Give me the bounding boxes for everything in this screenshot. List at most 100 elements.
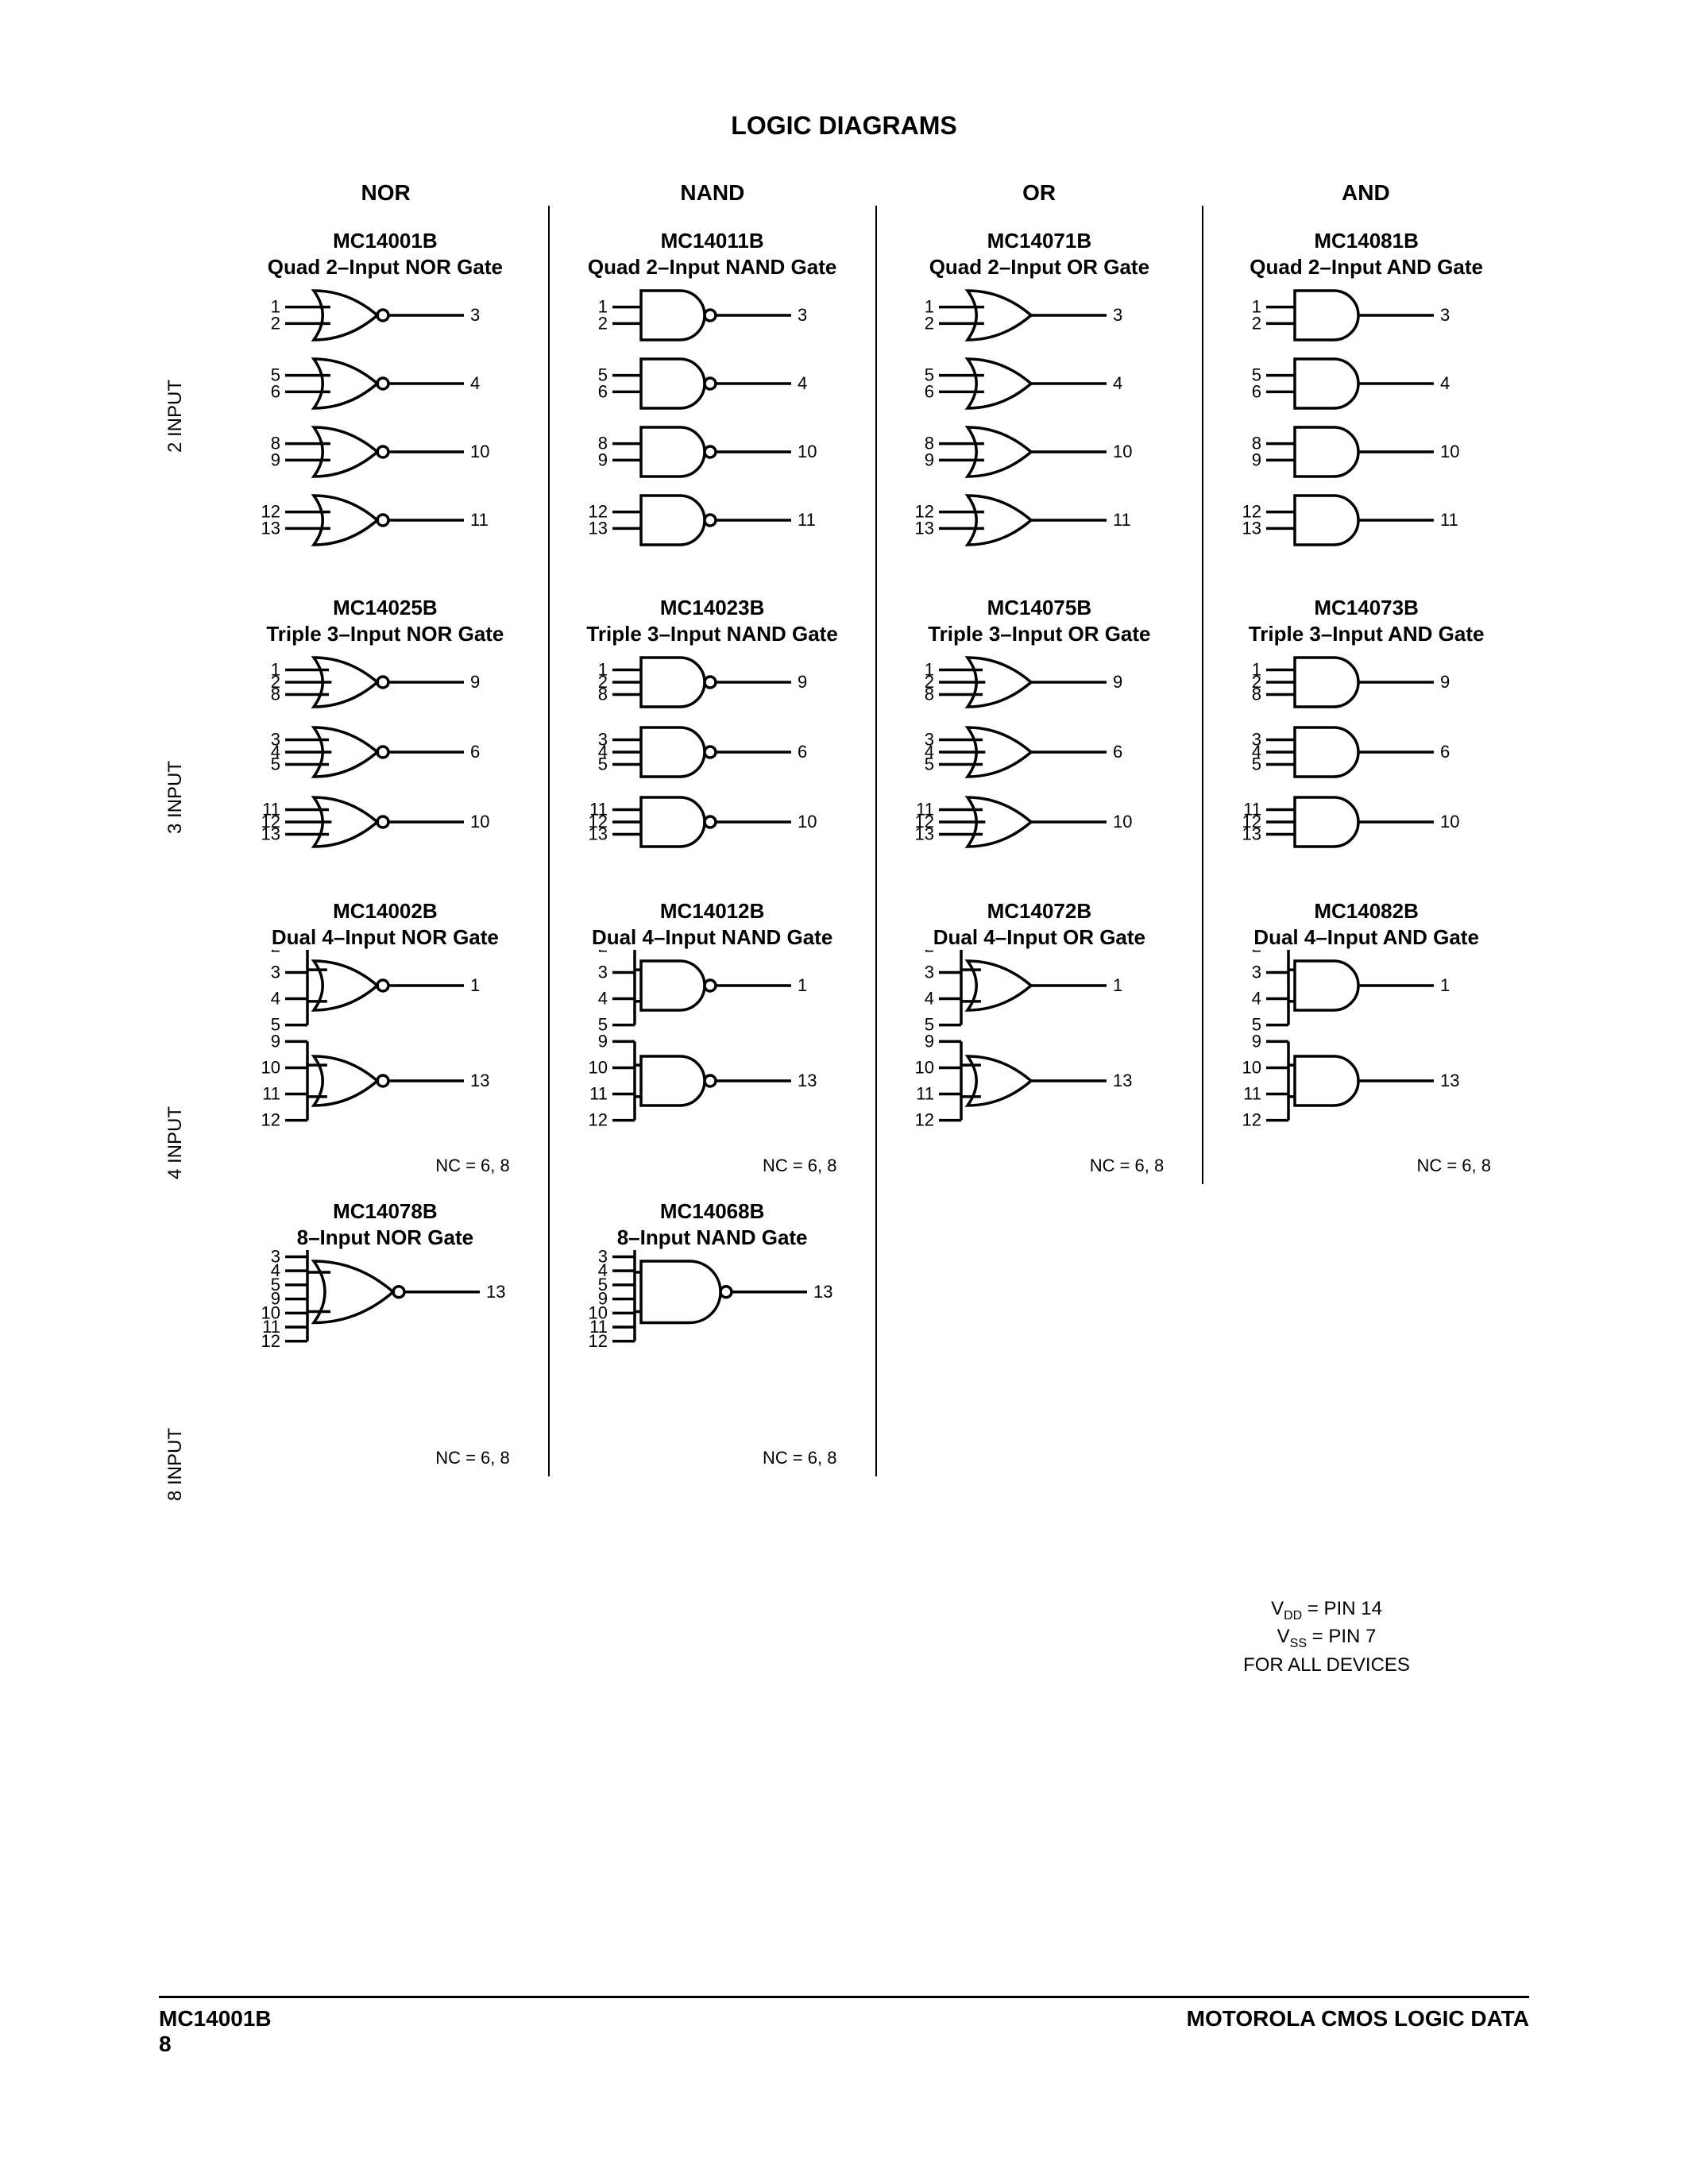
svg-text:6: 6 (1252, 381, 1261, 401)
gate-diagram: 23451910111213 (242, 950, 528, 1156)
gate-diagram: 23451910111213 (896, 950, 1182, 1156)
svg-text:4: 4 (271, 989, 280, 1009)
svg-text:6: 6 (597, 381, 607, 401)
svg-text:9: 9 (271, 1031, 280, 1051)
svg-text:4: 4 (925, 989, 934, 1009)
block-title: MC14073BTriple 3–Input AND Gate (1218, 595, 1515, 646)
svg-text:10: 10 (798, 812, 817, 832)
svg-text:10: 10 (915, 1057, 934, 1077)
logic-block: MC14081BQuad 2–Input AND Gate12356489101… (1218, 228, 1515, 573)
svg-text:11: 11 (1440, 510, 1458, 530)
svg-text:12: 12 (588, 1110, 607, 1130)
logic-block: MC14072BDual 4–Input OR Gate234519101112… (891, 898, 1188, 1176)
logic-block: MC14068B8–Input NAND Gate2345910111213NC… (564, 1198, 861, 1468)
gate-diagram: 1235648910121311 (242, 280, 528, 569)
svg-text:13: 13 (915, 518, 934, 538)
block-title: MC14082BDual 4–Input AND Gate (1218, 898, 1515, 950)
diagram-grid: MC14001BQuad 2–Input NOR Gate12356489101… (222, 206, 1529, 1476)
block-title: MC14072BDual 4–Input OR Gate (891, 898, 1188, 950)
svg-text:11: 11 (470, 510, 489, 530)
svg-text:13: 13 (588, 518, 607, 538)
svg-text:13: 13 (486, 1282, 505, 1302)
logic-block: MC14011BQuad 2–Input NAND Gate1235648910… (564, 228, 861, 573)
svg-text:10: 10 (470, 812, 489, 832)
footnote-vdd-sub: DD (1284, 1609, 1302, 1623)
svg-text:9: 9 (1252, 1031, 1261, 1051)
logic-block: MC14082BDual 4–Input AND Gate23451910111… (1218, 898, 1515, 1176)
svg-text:5: 5 (1252, 754, 1261, 774)
svg-text:13: 13 (470, 1071, 489, 1090)
svg-text:11: 11 (1113, 510, 1131, 530)
svg-text:2: 2 (271, 950, 280, 955)
svg-text:9: 9 (597, 450, 607, 469)
logic-block: MC14012BDual 4–Input NAND Gate2345191011… (564, 898, 861, 1176)
footnote-vdd-pin: = PIN 14 (1302, 1598, 1382, 1619)
svg-text:13: 13 (915, 824, 934, 844)
svg-text:3: 3 (925, 962, 934, 982)
svg-text:10: 10 (470, 442, 489, 461)
gate-diagram: 1235648910121311 (896, 280, 1182, 569)
svg-text:13: 13 (813, 1282, 832, 1302)
svg-text:6: 6 (925, 381, 934, 401)
logic-block: MC14073BTriple 3–Input AND Gate128934561… (1218, 595, 1515, 876)
gate-diagram: 23451910111213 (570, 950, 856, 1156)
col-header-nor: NOR (222, 180, 549, 206)
svg-text:2: 2 (925, 313, 934, 333)
column: MC14071BQuad 2–Input OR Gate123564891012… (877, 206, 1204, 1184)
svg-text:1: 1 (470, 975, 480, 995)
svg-text:10: 10 (1440, 442, 1459, 461)
svg-text:9: 9 (1252, 450, 1261, 469)
svg-text:13: 13 (1242, 518, 1261, 538)
rowlabel-4input: 4 INPUT (164, 1106, 187, 1179)
svg-text:11: 11 (798, 510, 816, 530)
svg-text:2: 2 (271, 313, 280, 333)
block-title: MC14071BQuad 2–Input OR Gate (891, 228, 1188, 280)
footnote-vss-v: V (1277, 1626, 1290, 1647)
svg-text:3: 3 (1113, 305, 1122, 325)
svg-text:11: 11 (589, 1084, 608, 1104)
svg-text:6: 6 (1440, 742, 1450, 762)
column-headers: NOR NAND OR AND (222, 180, 1529, 206)
svg-text:10: 10 (588, 1057, 607, 1077)
svg-text:5: 5 (925, 754, 934, 774)
column: MC14011BQuad 2–Input NAND Gate1235648910… (550, 206, 877, 1476)
col-header-and: AND (1203, 180, 1529, 206)
gate-diagram: 1235648910121311 (1223, 280, 1509, 569)
svg-text:10: 10 (1440, 812, 1459, 832)
svg-text:9: 9 (798, 672, 807, 692)
svg-text:5: 5 (271, 754, 280, 774)
rowlabel-3input: 3 INPUT (164, 761, 187, 834)
pin-footnote: VDD = PIN 14 VSS = PIN 7 FOR ALL DEVICES (1136, 1596, 1517, 1678)
gate-diagram: 2345910111213 (242, 1250, 528, 1449)
block-title: MC14075BTriple 3–Input OR Gate (891, 595, 1188, 646)
svg-text:10: 10 (1113, 442, 1132, 461)
svg-text:3: 3 (271, 962, 280, 982)
svg-text:2: 2 (1252, 313, 1261, 333)
svg-text:9: 9 (925, 450, 934, 469)
svg-text:13: 13 (798, 1071, 817, 1090)
svg-text:2: 2 (1252, 950, 1261, 955)
svg-text:4: 4 (1113, 373, 1122, 393)
svg-text:12: 12 (915, 1110, 934, 1130)
gate-diagram: 1289345611121310 (1223, 646, 1509, 872)
gate-diagram: 23451910111213 (1223, 950, 1509, 1156)
svg-text:13: 13 (588, 824, 607, 844)
svg-text:8: 8 (597, 685, 607, 704)
svg-text:8: 8 (925, 685, 934, 704)
svg-text:2: 2 (597, 950, 607, 955)
svg-text:3: 3 (1440, 305, 1450, 325)
gate-diagram: 1289345611121310 (570, 646, 856, 872)
footnote-all-devices: FOR ALL DEVICES (1243, 1654, 1410, 1676)
svg-text:10: 10 (261, 1057, 280, 1077)
footer-left: MC14001B 8 (159, 2006, 272, 2057)
svg-text:6: 6 (1113, 742, 1122, 762)
svg-text:13: 13 (1113, 1071, 1132, 1090)
column: MC14001BQuad 2–Input NOR Gate12356489101… (222, 206, 550, 1476)
block-title: MC14025BTriple 3–Input NOR Gate (237, 595, 534, 646)
block-title: MC14068B8–Input NAND Gate (564, 1198, 861, 1250)
logic-block: MC14025BTriple 3–Input NOR Gate128934561… (237, 595, 534, 876)
col-header-nand: NAND (549, 180, 875, 206)
logic-block: MC14075BTriple 3–Input OR Gate1289345611… (891, 595, 1188, 876)
svg-text:11: 11 (262, 1084, 280, 1104)
svg-text:6: 6 (798, 742, 807, 762)
